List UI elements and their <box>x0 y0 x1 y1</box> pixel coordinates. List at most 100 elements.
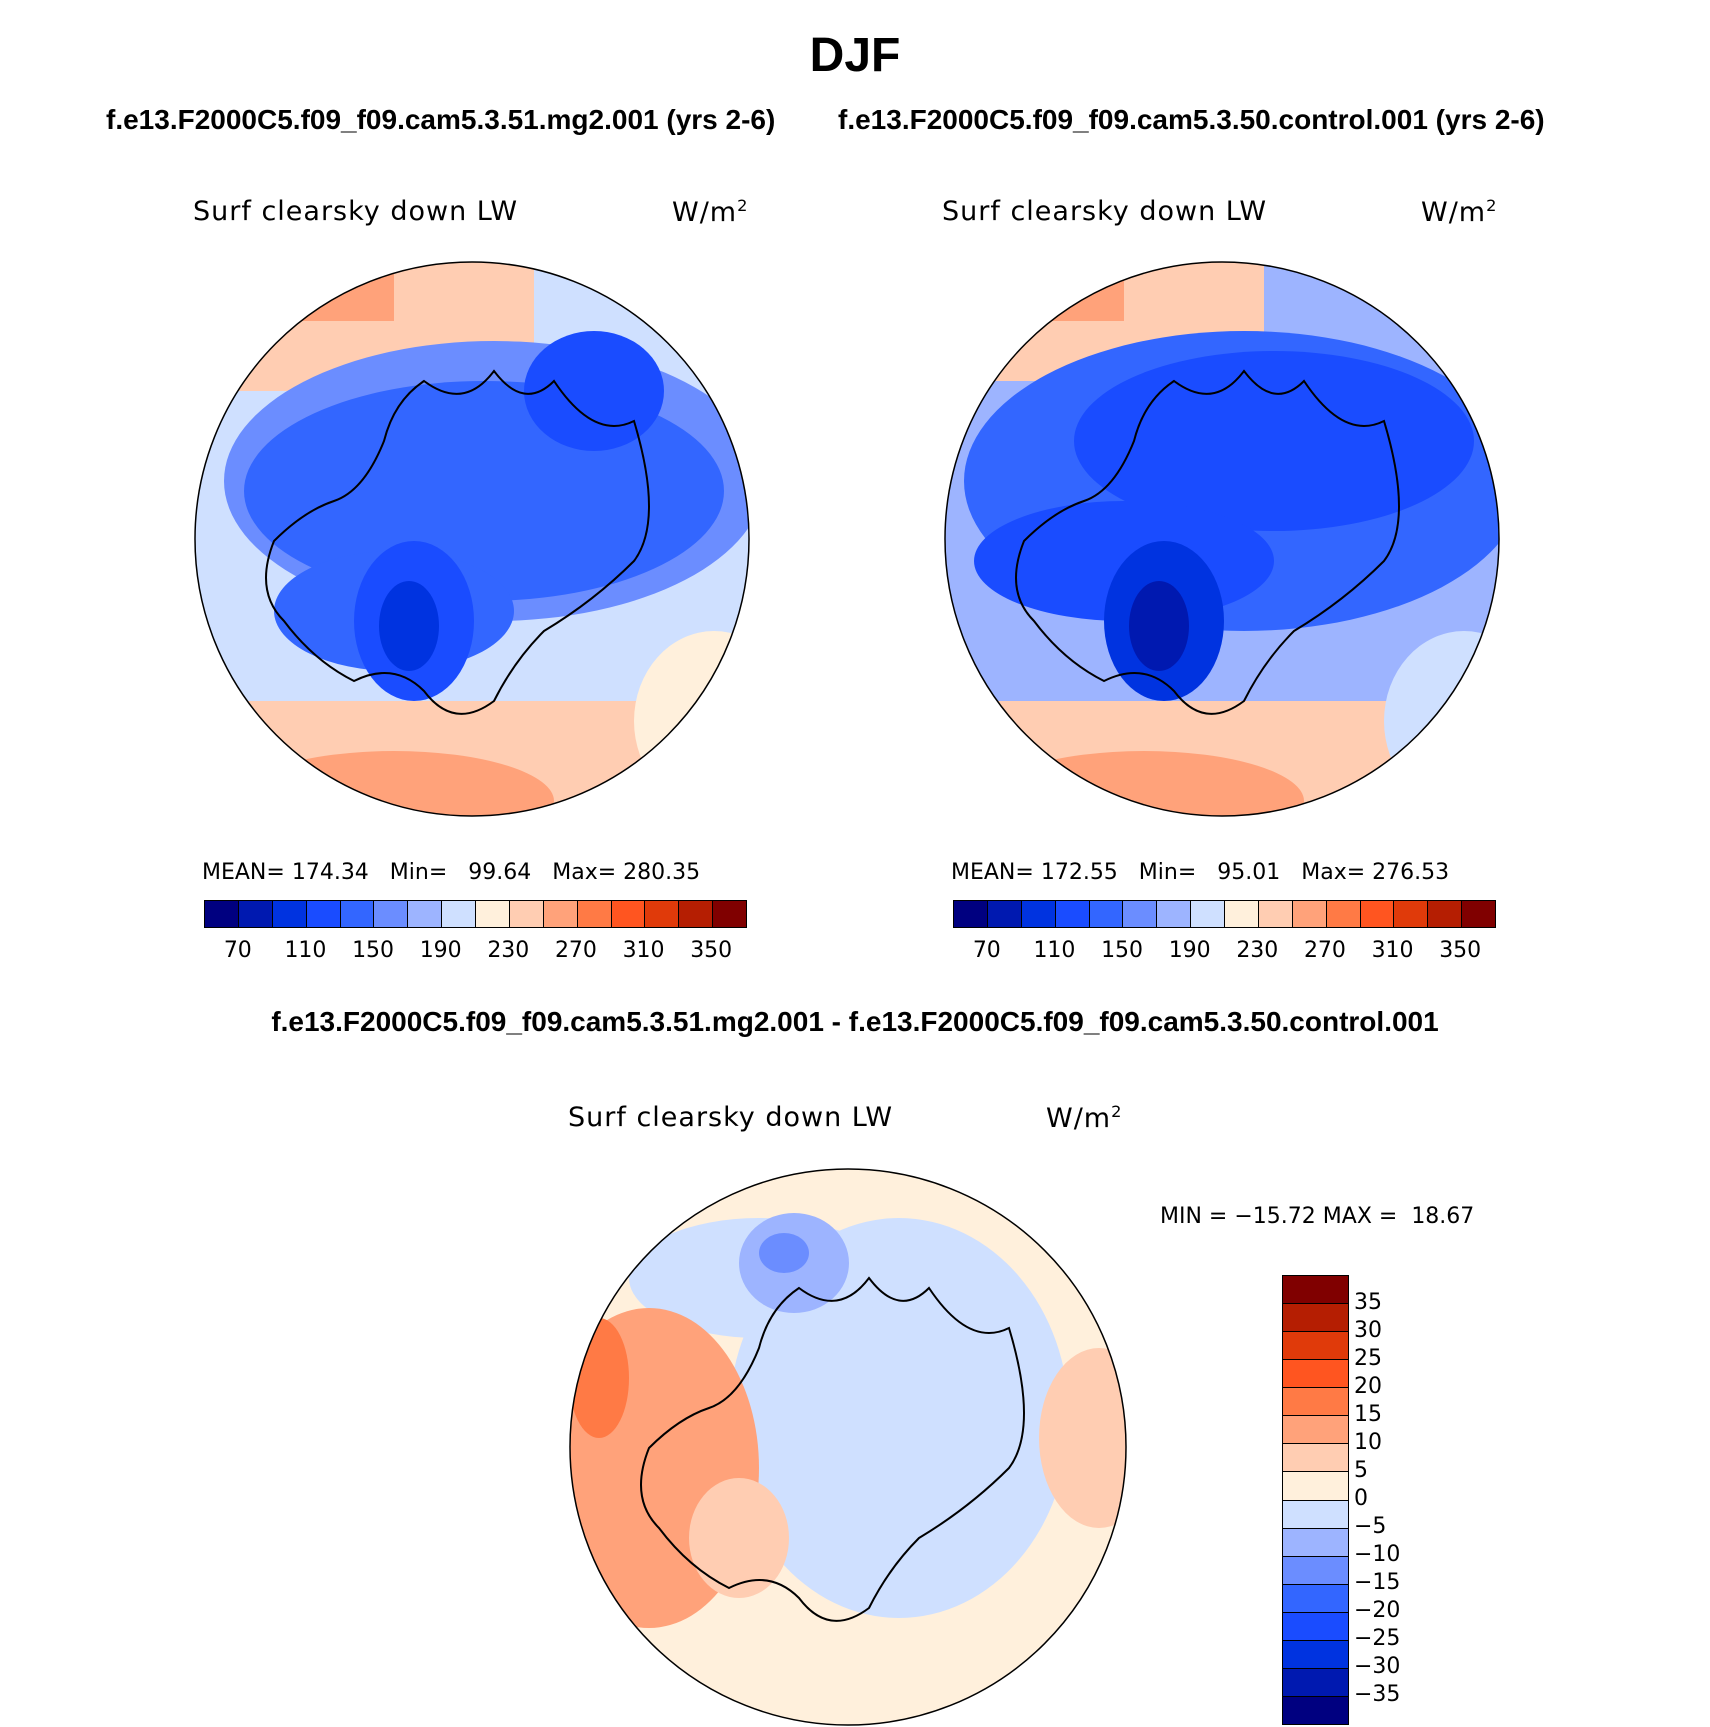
panel1-stats: MEAN= 174.34 Min= 99.64 Max= 280.35 <box>202 860 701 885</box>
panel1-colorbar-swatch-0 <box>205 901 238 927</box>
panel2-colorbar <box>953 900 1496 928</box>
panel1-colorbar-swatch-5 <box>373 901 408 927</box>
panel1-colorbar-swatch-12 <box>610 901 645 927</box>
main-title: DJF <box>809 29 901 82</box>
panel2-colorbar-swatch-3 <box>1054 901 1089 927</box>
panel1-field-region-europe <box>634 631 749 811</box>
diff-coastline <box>640 1276 1025 1622</box>
panel1-colorbar-tick-label: 270 <box>554 938 597 963</box>
diff-colorbar-swatch-12 <box>1283 1611 1348 1640</box>
diff-colorbar-swatch-4 <box>1283 1387 1348 1416</box>
panel2-colorbar-swatch-10 <box>1291 901 1326 927</box>
panel2-colorbar-swatch-5 <box>1122 901 1157 927</box>
panel2-colorbar-swatch-15 <box>1461 901 1495 927</box>
panel1-colorbar-swatch-1 <box>237 901 272 927</box>
panel2-units-label: W/m2 <box>1421 196 1498 228</box>
diff-colorbar-swatch-14 <box>1283 1667 1348 1696</box>
run-title-right: f.e13.F2000C5.f09_f09.cam5.3.50.control.… <box>838 104 1545 135</box>
diff-colorbar-tick-label: 15 <box>1354 1402 1382 1427</box>
panel1-colorbar-tick-label: 70 <box>223 938 252 963</box>
diff-colorbar-tick-label: 0 <box>1354 1486 1368 1511</box>
diff-colorbar-tick-label: 30 <box>1354 1318 1382 1343</box>
panel2-stats: MEAN= 172.55 Min= 95.01 Max= 276.53 <box>951 860 1450 885</box>
panel1-colorbar-tick-label: 310 <box>622 938 665 963</box>
panel1-colorbar-swatch-3 <box>305 901 340 927</box>
panel1-field-region-siberia <box>524 331 664 451</box>
panel1-colorbar-swatch-4 <box>339 901 374 927</box>
panel2-field-region-europe <box>1384 631 1499 811</box>
panel1-colorbar-swatch-7 <box>441 901 475 927</box>
panel2-colorbar-tick-label: 230 <box>1236 938 1279 963</box>
diff-colorbar-tick-label: −15 <box>1354 1570 1401 1595</box>
panel1-colorbar-swatch-10 <box>542 901 577 927</box>
diff-field-region-greenland <box>689 1478 789 1598</box>
diff-colorbar-ticks: 35 30 25 20 15 10 5 0 −5 −10 −15 −20 −25 −30 −35 <box>1354 1275 1434 1723</box>
diff-colorbar-swatch-3 <box>1283 1359 1348 1388</box>
panel1-units-label: W/m2 <box>672 196 749 228</box>
panel2-colorbar-ticks: 70 110 150 190 230 270 310 350 <box>953 938 1494 968</box>
diff-colorbar-swatch-8 <box>1283 1499 1348 1528</box>
panel1-colorbar-swatch-6 <box>407 901 442 927</box>
diff-colorbar-swatch-15 <box>1283 1695 1348 1724</box>
panel1-colorbar-swatch-9 <box>508 901 543 927</box>
panel2-variable-label: Surf clearsky down LW <box>942 196 1268 227</box>
diff-colorbar-tick-label: 20 <box>1354 1374 1382 1399</box>
panel1-coastline <box>265 369 650 715</box>
diff-map <box>569 1168 1127 1726</box>
diff-colorbar-tick-label: 35 <box>1354 1290 1382 1315</box>
diff-variable-label: Surf clearsky down LW <box>568 1102 894 1133</box>
diff-title: f.e13.F2000C5.f09_f09.cam5.3.51.mg2.001 … <box>271 1006 1439 1037</box>
panel1-colorbar-tick-label: 230 <box>487 938 530 963</box>
diff-colorbar-tick-label: −25 <box>1354 1626 1401 1651</box>
diff-colorbar <box>1282 1275 1349 1725</box>
run-title-left: f.e13.F2000C5.f09_f09.cam5.3.51.mg2.001 … <box>106 104 776 135</box>
panel1-colorbar-tick-label: 350 <box>690 938 733 963</box>
panel1-map <box>194 261 750 817</box>
panel1-colorbar-swatch-13 <box>644 901 679 927</box>
panel2-colorbar-swatch-11 <box>1325 901 1360 927</box>
diff-colorbar-swatch-11 <box>1283 1583 1348 1612</box>
panel2-colorbar-swatch-6 <box>1156 901 1191 927</box>
panel2-map-border <box>944 261 1500 817</box>
diff-colorbar-tick-label: 5 <box>1354 1458 1368 1483</box>
panel2-colorbar-swatch-8 <box>1224 901 1258 927</box>
diff-colorbar-swatch-13 <box>1283 1639 1348 1668</box>
panel1-colorbar-swatch-14 <box>678 901 713 927</box>
panel1-map-border <box>194 261 750 817</box>
panel2-colorbar-swatch-13 <box>1393 901 1428 927</box>
panel1-colorbar-tick-label: 110 <box>284 938 327 963</box>
panel1-colorbar <box>204 900 747 928</box>
panel2-colorbar-swatch-7 <box>1190 901 1224 927</box>
diff-colorbar-swatch-0 <box>1283 1276 1348 1304</box>
panel1-variable-label: Surf clearsky down LW <box>193 196 519 227</box>
diff-colorbar-tick-label: −20 <box>1354 1598 1401 1623</box>
panel2-colorbar-swatch-0 <box>954 901 987 927</box>
diff-colorbar-swatch-10 <box>1283 1555 1348 1584</box>
diff-colorbar-tick-label: −5 <box>1354 1514 1387 1539</box>
panel1-field-region-greenland-core <box>379 581 439 671</box>
diff-map-border <box>569 1168 1127 1726</box>
diff-colorbar-tick-label: 25 <box>1354 1346 1382 1371</box>
panel1-colorbar-tick-label: 150 <box>352 938 395 963</box>
panel2-colorbar-tick-label: 110 <box>1033 938 1076 963</box>
diff-colorbar-swatch-9 <box>1283 1527 1348 1556</box>
panel2-colorbar-tick-label: 70 <box>972 938 1001 963</box>
diff-colorbar-swatch-6 <box>1283 1443 1348 1472</box>
panel2-map <box>944 261 1500 817</box>
panel1-field-region-atlantic-warm <box>234 751 554 816</box>
panel1-colorbar-swatch-15 <box>712 901 746 927</box>
diff-field-region-east <box>1039 1348 1126 1528</box>
panel1-colorbar-ticks: 70 110 150 190 230 270 310 350 <box>204 938 745 968</box>
panel1-colorbar-swatch-2 <box>271 901 306 927</box>
panel1-colorbar-swatch-8 <box>475 901 509 927</box>
diff-colorbar-swatch-1 <box>1283 1303 1348 1332</box>
panel2-colorbar-swatch-4 <box>1088 901 1123 927</box>
diff-colorbar-tick-label: −35 <box>1354 1682 1401 1707</box>
panel2-coastline <box>1015 369 1400 715</box>
diff-colorbar-swatch-5 <box>1283 1415 1348 1444</box>
panel2-colorbar-tick-label: 350 <box>1439 938 1482 963</box>
diff-stats: MIN = −15.72 MAX = 18.67 <box>1160 1204 1475 1229</box>
panel2-colorbar-swatch-1 <box>986 901 1021 927</box>
panel2-colorbar-tick-label: 150 <box>1101 938 1144 963</box>
diff-colorbar-swatch-2 <box>1283 1331 1348 1360</box>
